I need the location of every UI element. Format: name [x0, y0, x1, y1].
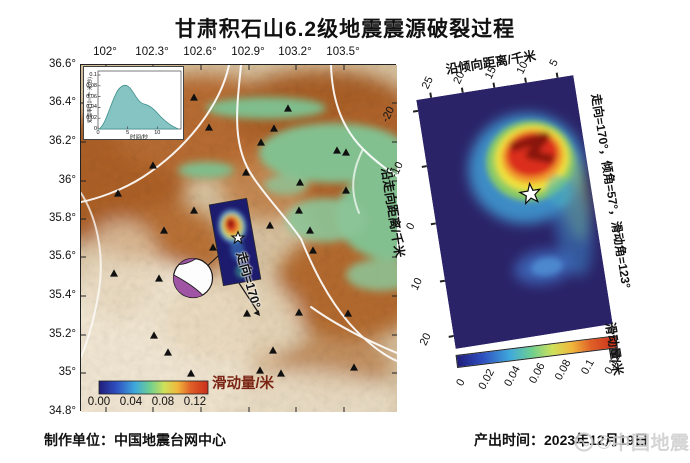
- focal-mechanism-beachball: [172, 257, 214, 299]
- strike-axis-tick: 10: [408, 276, 426, 293]
- inset-y-tick: 0.1: [89, 72, 97, 78]
- inset-y-tick: 0.02: [86, 115, 97, 122]
- slip-colorbar: 0 0.02 0.04 0.06 0.08 0.1 0.12 滑动量/米: [454, 321, 625, 404]
- slip-colorbar-tick: 0.04: [502, 363, 523, 389]
- map-colorbar: [98, 380, 209, 395]
- map-colorbar-tick: 0.12: [183, 396, 207, 408]
- map-colorbar-tick: 0.04: [119, 396, 143, 408]
- lat-tick-label: 35.2°: [49, 328, 76, 340]
- lon-tick-label: 102°: [93, 46, 117, 58]
- slip-colorbar-tick: 0.1: [579, 357, 597, 377]
- strike-arrow-icon: [253, 310, 260, 316]
- slip-colorbar-tick: 0.06: [527, 360, 548, 386]
- moment-rate-curve: [97, 70, 182, 130]
- watermark: ©中国地震局: [574, 428, 690, 455]
- slip-colorbar-tick: 0: [454, 377, 468, 389]
- lat-tick-label: 36.2°: [49, 135, 76, 147]
- fault-plane-slip-panel: 25 20 15 10 5 -20 -10 0 10 20 沿倾向距离/千米 沿…: [379, 49, 633, 349]
- watermark-text: ©中国地震局: [597, 433, 690, 454]
- lon-tick-label: 102.9°: [231, 46, 265, 58]
- fault-lines: [81, 65, 397, 362]
- strike-direction-line: [238, 282, 259, 313]
- lat-tick-label: 35.4°: [49, 289, 76, 301]
- page-title: 甘肃积石山6.2级地震震源破裂过程: [174, 18, 516, 41]
- panel-tick-mark: [555, 72, 559, 78]
- inset-y-tick: 0.06: [86, 93, 97, 100]
- inset-x-tick: 0: [96, 130, 100, 136]
- lon-tick-label: 103.2°: [278, 46, 312, 58]
- dip-axis-tick: 5: [547, 57, 561, 69]
- inset-y-tick: 0: [93, 126, 97, 132]
- lon-tick-label: 102.3°: [135, 46, 169, 58]
- inset-y-label: 矩震率(10¹⁹牛·米/秒): [87, 77, 94, 123]
- topographic-map: 走向=170° 0.00 0.04 0.08 0.12 滑动量/米 0.1 0.…: [80, 64, 397, 412]
- map-colorbar-tick: 0.08: [151, 396, 175, 408]
- inset-x-label: 时间/秒: [129, 135, 149, 141]
- inset-x-tick: 10: [154, 130, 161, 136]
- lat-tick-label: 35.8°: [49, 212, 76, 224]
- vegetation-patches: [178, 97, 397, 291]
- lon-tick-label: 103.5°: [326, 46, 360, 58]
- panel-tick-mark: [492, 82, 495, 88]
- lat-tick-label: 36.4°: [49, 96, 76, 108]
- inset-y-tick: 0.04: [86, 104, 97, 111]
- panel-tick-mark: [460, 87, 464, 93]
- lat-tick-label: 35°: [58, 366, 76, 378]
- strike-axis-tick: 20: [417, 331, 434, 348]
- map-colorbar-title: 滑动量/米: [212, 376, 275, 392]
- lat-tick-label: 36°: [58, 174, 76, 186]
- cea-logo-icon: [574, 431, 594, 452]
- inset-y-tick: 0.08: [86, 82, 97, 89]
- output-time-label: 产出时间：2023年12月19日: [474, 432, 649, 448]
- slip-colorbar-tick: 0.08: [552, 357, 574, 383]
- panel-tick-mark: [524, 77, 527, 83]
- inset-x-tick: 5: [126, 130, 130, 136]
- panel-tick-mark: [429, 92, 432, 98]
- lat-tick-label: 34.8°: [49, 405, 76, 417]
- moment-rate-inset: 0.1 0.08 0.06 0.04 0.02 0 0 5 10 矩震率(10¹…: [83, 66, 184, 141]
- map-colorbar-tick: 0.00: [87, 396, 111, 408]
- lat-tick-label: 36.6°: [49, 58, 76, 70]
- producer-label: 制作单位：中国地震台网中心: [44, 432, 226, 448]
- slip-colorbar-tick: 0.02: [476, 367, 498, 392]
- lat-tick-label: 35.6°: [49, 250, 76, 262]
- lon-tick-label: 102.6°: [183, 46, 217, 58]
- dip-axis-tick: 25: [419, 74, 436, 92]
- hypocenter-star-icon: [518, 181, 542, 206]
- slip-distribution-image: [416, 75, 613, 349]
